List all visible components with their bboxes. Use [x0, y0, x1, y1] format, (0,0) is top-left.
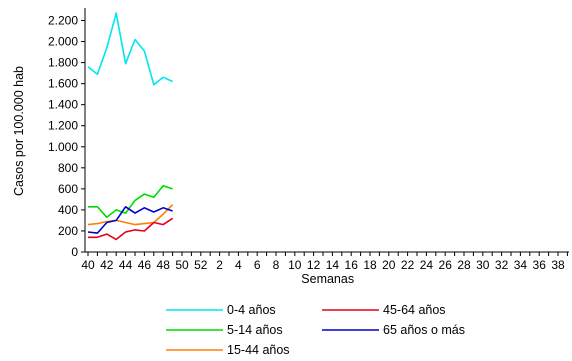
x-tick-label: 36 [533, 258, 547, 272]
x-tick-label: 2 [216, 258, 223, 272]
y-tick-label: 200 [58, 224, 78, 238]
x-tick-label: 26 [439, 258, 453, 272]
legend-label: 65 años o más [383, 323, 465, 337]
y-tick-label: 1.400 [48, 98, 78, 112]
x-tick-label: 44 [119, 258, 133, 272]
x-tick-label: 16 [345, 258, 359, 272]
y-tick-label: 600 [58, 182, 78, 196]
x-tick-label: 38 [551, 258, 565, 272]
axes [84, 8, 569, 253]
y-tick-label: 400 [58, 203, 78, 217]
x-tick-label: 32 [495, 258, 509, 272]
series-lines [87, 12, 174, 241]
x-tick-label: 18 [363, 258, 377, 272]
y-tick-label: 800 [58, 161, 78, 175]
y-tick-label: 2.000 [48, 35, 78, 49]
y-tick-label: 1.000 [48, 140, 78, 154]
x-tick-label: 20 [382, 258, 396, 272]
legend-label: 5-14 años [227, 323, 283, 337]
y-tick-label: 0 [71, 245, 78, 259]
series-line-1 [87, 12, 173, 86]
x-ticks: 40 42 44 46 48 50 52 2 4 6 8 10 12 14 16 18 20 22 24 26 28 30… [81, 252, 568, 272]
x-tick-label: 22 [401, 258, 415, 272]
x-tick-label: 14 [326, 258, 340, 272]
series-line-4 [88, 217, 174, 241]
y-tick-label: 1.800 [48, 56, 78, 70]
x-tick-label: 6 [254, 258, 261, 272]
y-tick-label: 1.200 [48, 119, 78, 133]
legend-label: 45-64 años [383, 303, 446, 317]
series-line-2 [88, 184, 173, 219]
series-line-3 [87, 204, 174, 226]
y-tick-label: 1.600 [48, 77, 78, 91]
legend: 0-4 años 5-14 años 15-44 años 45-64 años 65 … [166, 303, 465, 357]
y-tick-label: 2.200 [48, 14, 78, 28]
x-tick-label: 46 [138, 258, 152, 272]
x-tick-label: 50 [175, 258, 189, 272]
series-line-5 [87, 206, 173, 234]
x-axis-label: Semanas [301, 272, 354, 286]
x-tick-label: 52 [194, 258, 208, 272]
x-tick-label: 48 [157, 258, 171, 272]
y-axis-label: Casos por 100.000 hab [12, 66, 26, 196]
x-tick-label: 42 [100, 258, 114, 272]
x-tick-label: 8 [273, 258, 280, 272]
x-tick-label: 30 [476, 258, 490, 272]
x-tick-label: 24 [420, 258, 434, 272]
y-ticks: 0 200 400 600 800 1.000 1.200 1.400 1.600 1.800 2.… [48, 14, 85, 259]
x-tick-label: 34 [514, 258, 528, 272]
x-tick-label: 40 [81, 258, 95, 272]
x-tick-label: 10 [288, 258, 302, 272]
x-tick-label: 12 [307, 258, 321, 272]
legend-label: 15-44 años [227, 343, 290, 357]
x-tick-label: 28 [457, 258, 471, 272]
x-tick-label: 4 [235, 258, 242, 272]
legend-label: 0-4 años [227, 303, 276, 317]
